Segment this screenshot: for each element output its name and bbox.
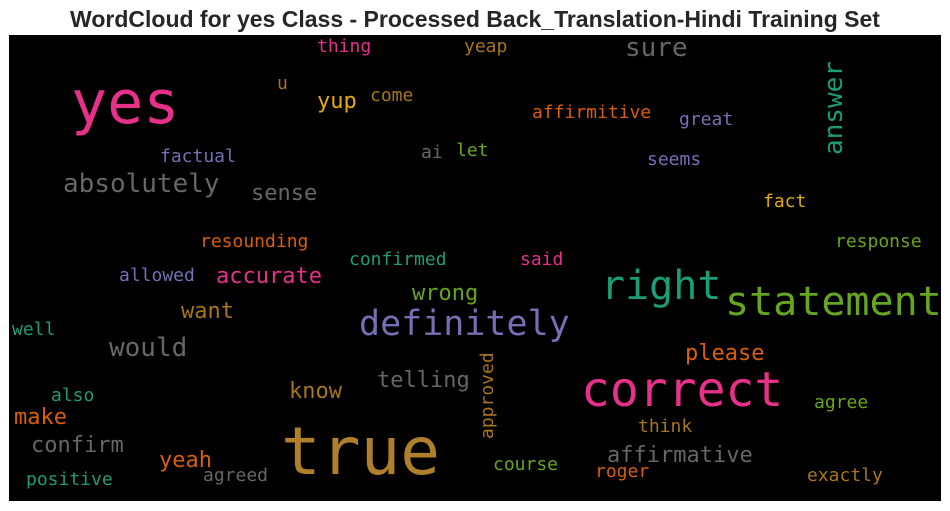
word-make: make [14,405,67,430]
word-let: let [456,140,489,161]
word-confirmed: confirmed [349,249,447,270]
word-exactly: exactly [807,465,883,486]
word-also: also [51,385,95,406]
word-resounding: resounding [200,231,309,252]
word-telling: telling [377,368,470,393]
word-know: know [289,379,342,404]
word-well: well [12,319,56,340]
word-absolutely: absolutely [63,169,220,199]
word-wrong: wrong [412,281,479,306]
word-ai: ai [421,142,443,163]
word-u: u [277,73,288,94]
word-statement: statement [725,279,941,325]
word-seems: seems [647,149,702,170]
word-allowed: allowed [119,265,195,286]
word-great: great [679,109,734,130]
word-affirmitive: affirmitive [532,102,652,123]
word-sense: sense [251,181,318,206]
word-sure: sure [625,35,688,63]
word-factual: factual [160,146,236,167]
word-would: would [109,333,188,363]
word-yes: yes [71,68,180,138]
word-affirmative: affirmative [607,443,753,468]
word-correct: correct [581,362,784,418]
word-yeah: yeah [159,448,212,473]
word-positive: positive [26,469,113,490]
word-right: right [601,263,722,309]
word-please: please [685,341,765,366]
word-thing: thing [317,36,372,57]
word-true: true [281,413,440,490]
word-yeap: yeap [464,36,508,57]
word-course: course [493,454,559,475]
word-accurate: accurate [216,264,322,289]
word-confirm: confirm [31,433,124,458]
word-agreed: agreed [203,465,269,486]
word-think: think [638,416,693,437]
wordcloud-canvas: true yes correct statement right definitely ab… [9,35,941,501]
word-want: want [181,299,234,324]
word-yup: yup [317,89,357,114]
word-said: said [520,249,564,270]
word-come: come [370,85,414,106]
word-agree: agree [814,392,869,413]
word-answer: answer [819,61,849,155]
word-response: response [835,231,922,252]
word-roger: roger [595,461,650,482]
chart-title: WordCloud for yes Class - Processed Back… [70,6,880,32]
word-approved: approved [477,352,498,439]
word-fact: fact [763,191,807,212]
word-definitely: definitely [359,304,570,344]
